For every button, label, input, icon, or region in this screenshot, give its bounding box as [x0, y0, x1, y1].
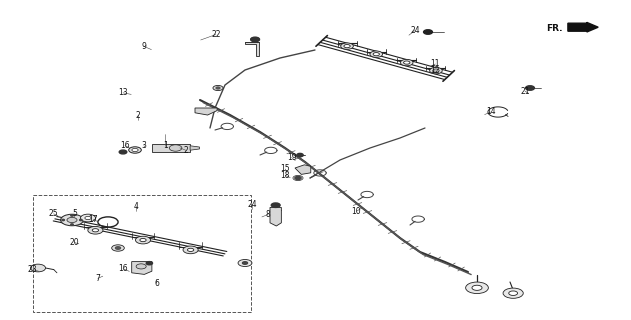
Circle shape: [433, 69, 439, 72]
Text: 18: 18: [280, 171, 290, 180]
Text: 20: 20: [69, 238, 80, 247]
Circle shape: [85, 216, 91, 220]
Circle shape: [136, 236, 151, 244]
Circle shape: [169, 145, 182, 151]
Text: 7: 7: [95, 274, 100, 283]
Circle shape: [146, 261, 153, 265]
Circle shape: [140, 238, 146, 242]
Circle shape: [30, 264, 45, 272]
Polygon shape: [270, 207, 281, 226]
Text: 14: 14: [486, 108, 496, 116]
Polygon shape: [245, 42, 259, 56]
Text: 2: 2: [184, 146, 189, 155]
Circle shape: [430, 68, 442, 74]
Circle shape: [297, 153, 303, 156]
Text: 5: 5: [72, 209, 77, 218]
Circle shape: [183, 246, 198, 254]
Circle shape: [509, 291, 517, 295]
Circle shape: [80, 220, 82, 221]
Text: 13: 13: [118, 88, 128, 97]
Circle shape: [373, 52, 379, 56]
Text: 19: 19: [286, 153, 297, 162]
Text: 12: 12: [430, 66, 440, 75]
Circle shape: [80, 214, 95, 222]
Text: 24: 24: [410, 26, 420, 35]
Text: 16: 16: [118, 264, 128, 273]
Text: 23: 23: [28, 265, 38, 274]
Text: 1: 1: [163, 141, 168, 150]
Circle shape: [62, 220, 64, 221]
Circle shape: [71, 215, 73, 216]
Circle shape: [88, 227, 103, 234]
Circle shape: [472, 285, 482, 290]
Text: 8: 8: [266, 210, 271, 219]
Text: 17: 17: [88, 215, 98, 224]
Text: 24: 24: [247, 200, 257, 209]
Text: 22: 22: [211, 30, 221, 39]
Circle shape: [187, 248, 194, 252]
Circle shape: [271, 203, 280, 207]
Circle shape: [503, 288, 523, 298]
Text: 2: 2: [135, 111, 140, 120]
Text: 6: 6: [154, 279, 159, 288]
Text: 4: 4: [133, 202, 138, 211]
Polygon shape: [295, 165, 311, 174]
Polygon shape: [152, 144, 190, 152]
Circle shape: [423, 30, 432, 34]
Text: 11: 11: [430, 60, 440, 68]
Text: 15: 15: [280, 164, 290, 173]
Text: 10: 10: [351, 207, 362, 216]
Circle shape: [242, 262, 247, 264]
Text: 16: 16: [120, 141, 130, 150]
Circle shape: [466, 282, 488, 293]
Circle shape: [344, 44, 350, 48]
Circle shape: [238, 260, 252, 267]
Circle shape: [526, 86, 534, 90]
Circle shape: [129, 147, 141, 153]
Circle shape: [132, 148, 138, 152]
Text: 9: 9: [141, 42, 146, 51]
Circle shape: [341, 43, 353, 49]
Circle shape: [61, 214, 83, 226]
Text: 3: 3: [141, 141, 146, 150]
Text: 21: 21: [520, 87, 530, 96]
Circle shape: [119, 150, 127, 154]
Polygon shape: [195, 108, 217, 115]
Circle shape: [295, 176, 301, 180]
Circle shape: [92, 229, 98, 232]
Circle shape: [67, 218, 77, 223]
Circle shape: [370, 51, 382, 57]
Text: FR.: FR.: [546, 24, 563, 33]
Circle shape: [112, 245, 124, 251]
Circle shape: [251, 37, 259, 42]
Bar: [33, 195, 251, 312]
FancyArrow shape: [568, 22, 598, 32]
Circle shape: [404, 61, 410, 64]
Circle shape: [136, 264, 146, 269]
Circle shape: [213, 85, 223, 91]
Circle shape: [115, 247, 121, 249]
Text: 25: 25: [49, 209, 59, 218]
Circle shape: [216, 87, 220, 89]
Polygon shape: [190, 146, 199, 150]
Polygon shape: [132, 262, 152, 275]
Circle shape: [71, 224, 73, 225]
Circle shape: [401, 60, 413, 66]
